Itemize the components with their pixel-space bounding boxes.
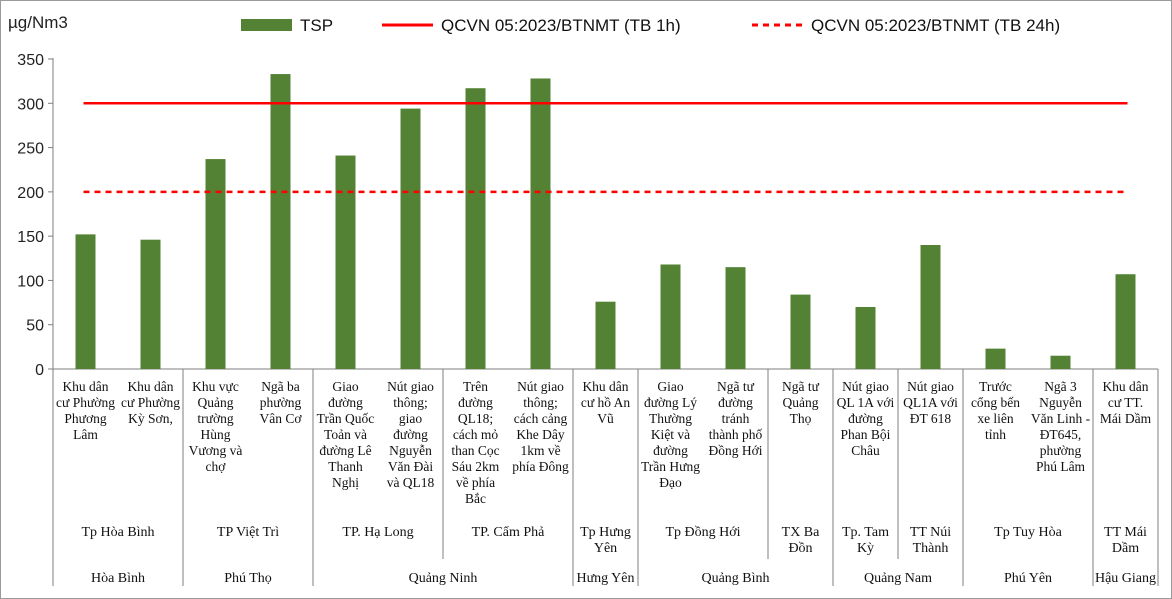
category-label: Khu dân cư TT. Mái Dầm bbox=[1100, 379, 1152, 426]
y-tick-label: 250 bbox=[17, 141, 44, 158]
province-label: Phú Yên bbox=[1004, 571, 1052, 586]
city-label: TP. Cẩm Phả bbox=[472, 525, 546, 540]
city-label: Tp Hòa Bình bbox=[81, 525, 154, 540]
y-tick-label: 300 bbox=[17, 96, 44, 113]
y-tick-label: 0 bbox=[35, 362, 44, 379]
bar-tsp bbox=[140, 239, 161, 369]
category-label: Trước cổng bến xe liên tỉnh bbox=[971, 379, 1020, 442]
category-label: Ngã tư Quảng Thọ bbox=[782, 379, 820, 426]
city-label: Tp Hưng Yên bbox=[580, 525, 631, 556]
city-label: TP Việt Trì bbox=[217, 525, 279, 540]
y-axis-label: µg/Nm3 bbox=[8, 13, 68, 32]
category-label: Trên đường QL18; cách mỏ than Cọc Sáu 2km về p… bbox=[451, 379, 499, 506]
bar-tsp bbox=[205, 159, 226, 369]
bar-tsp bbox=[400, 108, 421, 369]
bar-tsp bbox=[660, 264, 681, 369]
bar-tsp bbox=[855, 307, 876, 369]
bar-tsp bbox=[1050, 355, 1071, 369]
province-label: Quảng Ninh bbox=[409, 571, 478, 586]
y-tick-label: 200 bbox=[17, 185, 44, 202]
city-label: Tp. Tam Kỳ bbox=[842, 525, 889, 556]
city-label: TT Mái Dầm bbox=[1104, 525, 1147, 556]
y-tick-label: 150 bbox=[17, 229, 44, 246]
province-label: Quảng Bình bbox=[701, 571, 769, 586]
category-label: Giao đường Trần Quốc Toản và đường Lê Thanh Ng… bbox=[317, 379, 375, 490]
province-label: Quảng Nam bbox=[864, 571, 932, 586]
bar-tsp bbox=[790, 294, 811, 369]
category-label: Khu dân cư Phường Kỳ Sơn, bbox=[121, 379, 180, 426]
category-label: Ngã ba phường Vân Cơ bbox=[259, 379, 302, 426]
bar-tsp bbox=[270, 74, 291, 370]
bar-tsp bbox=[530, 78, 551, 369]
bar-tsp bbox=[335, 155, 356, 369]
category-label: Nút giao thông; giao đường Nguyễn Văn Đài và Q… bbox=[387, 379, 435, 490]
category-label: Nút giao QL1A với ĐT 618 bbox=[903, 379, 958, 426]
city-label: TT Núi Thành bbox=[910, 525, 951, 556]
category-label: Khu dân cư hồ An Vũ bbox=[581, 379, 631, 426]
category-label: Giao đường Lý Thường Kiệt và đường Trần Hưng Đ… bbox=[641, 379, 700, 490]
bar-tsp bbox=[465, 88, 486, 369]
y-tick-label: 50 bbox=[26, 318, 44, 335]
y-tick-label: 100 bbox=[17, 273, 44, 290]
bar-tsp bbox=[985, 348, 1006, 369]
city-label: Tp Đồng Hới bbox=[665, 525, 740, 540]
category-label: Nút giao thông; cách cảng Khe Dây 1km về phía… bbox=[512, 379, 569, 474]
legend-label-tb24h: QCVN 05:2023/BTNMT (TB 24h) bbox=[811, 16, 1060, 35]
bar-tsp bbox=[725, 267, 746, 369]
city-label: TP. Hạ Long bbox=[342, 525, 413, 540]
legend-swatch-tsp bbox=[241, 19, 292, 31]
category-label: Nút giao QL 1A với đường Phan Bội Châu bbox=[837, 379, 895, 458]
category-label: Khu vực Quảng trường Hùng Vương và chợ bbox=[189, 379, 243, 474]
bar-tsp bbox=[1115, 274, 1136, 369]
province-label: Hậu Giang bbox=[1095, 571, 1156, 586]
bar-tsp bbox=[595, 301, 616, 369]
province-label: Phú Thọ bbox=[224, 571, 272, 586]
city-label: Tp Tuy Hòa bbox=[994, 525, 1062, 540]
legend-label-tsp: TSP bbox=[300, 16, 333, 35]
province-label: Hòa Bình bbox=[91, 571, 145, 586]
city-label: TX Ba Đồn bbox=[782, 525, 821, 556]
category-label: Ngã 3 Nguyễn Văn Linh -ĐT645, phường Phú Lâm bbox=[1031, 379, 1091, 474]
y-tick-label: 350 bbox=[17, 52, 44, 69]
category-label: Ngã tư đường tránh thành phố Đồng Hới bbox=[708, 379, 762, 458]
bar-tsp bbox=[75, 234, 96, 369]
province-label: Hưng Yên bbox=[576, 571, 634, 586]
legend-label-tb1h: QCVN 05:2023/BTNMT (TB 1h) bbox=[441, 16, 681, 35]
bar-tsp bbox=[920, 245, 941, 369]
category-label: Khu dân cư Phường Phương Lâm bbox=[56, 379, 115, 442]
